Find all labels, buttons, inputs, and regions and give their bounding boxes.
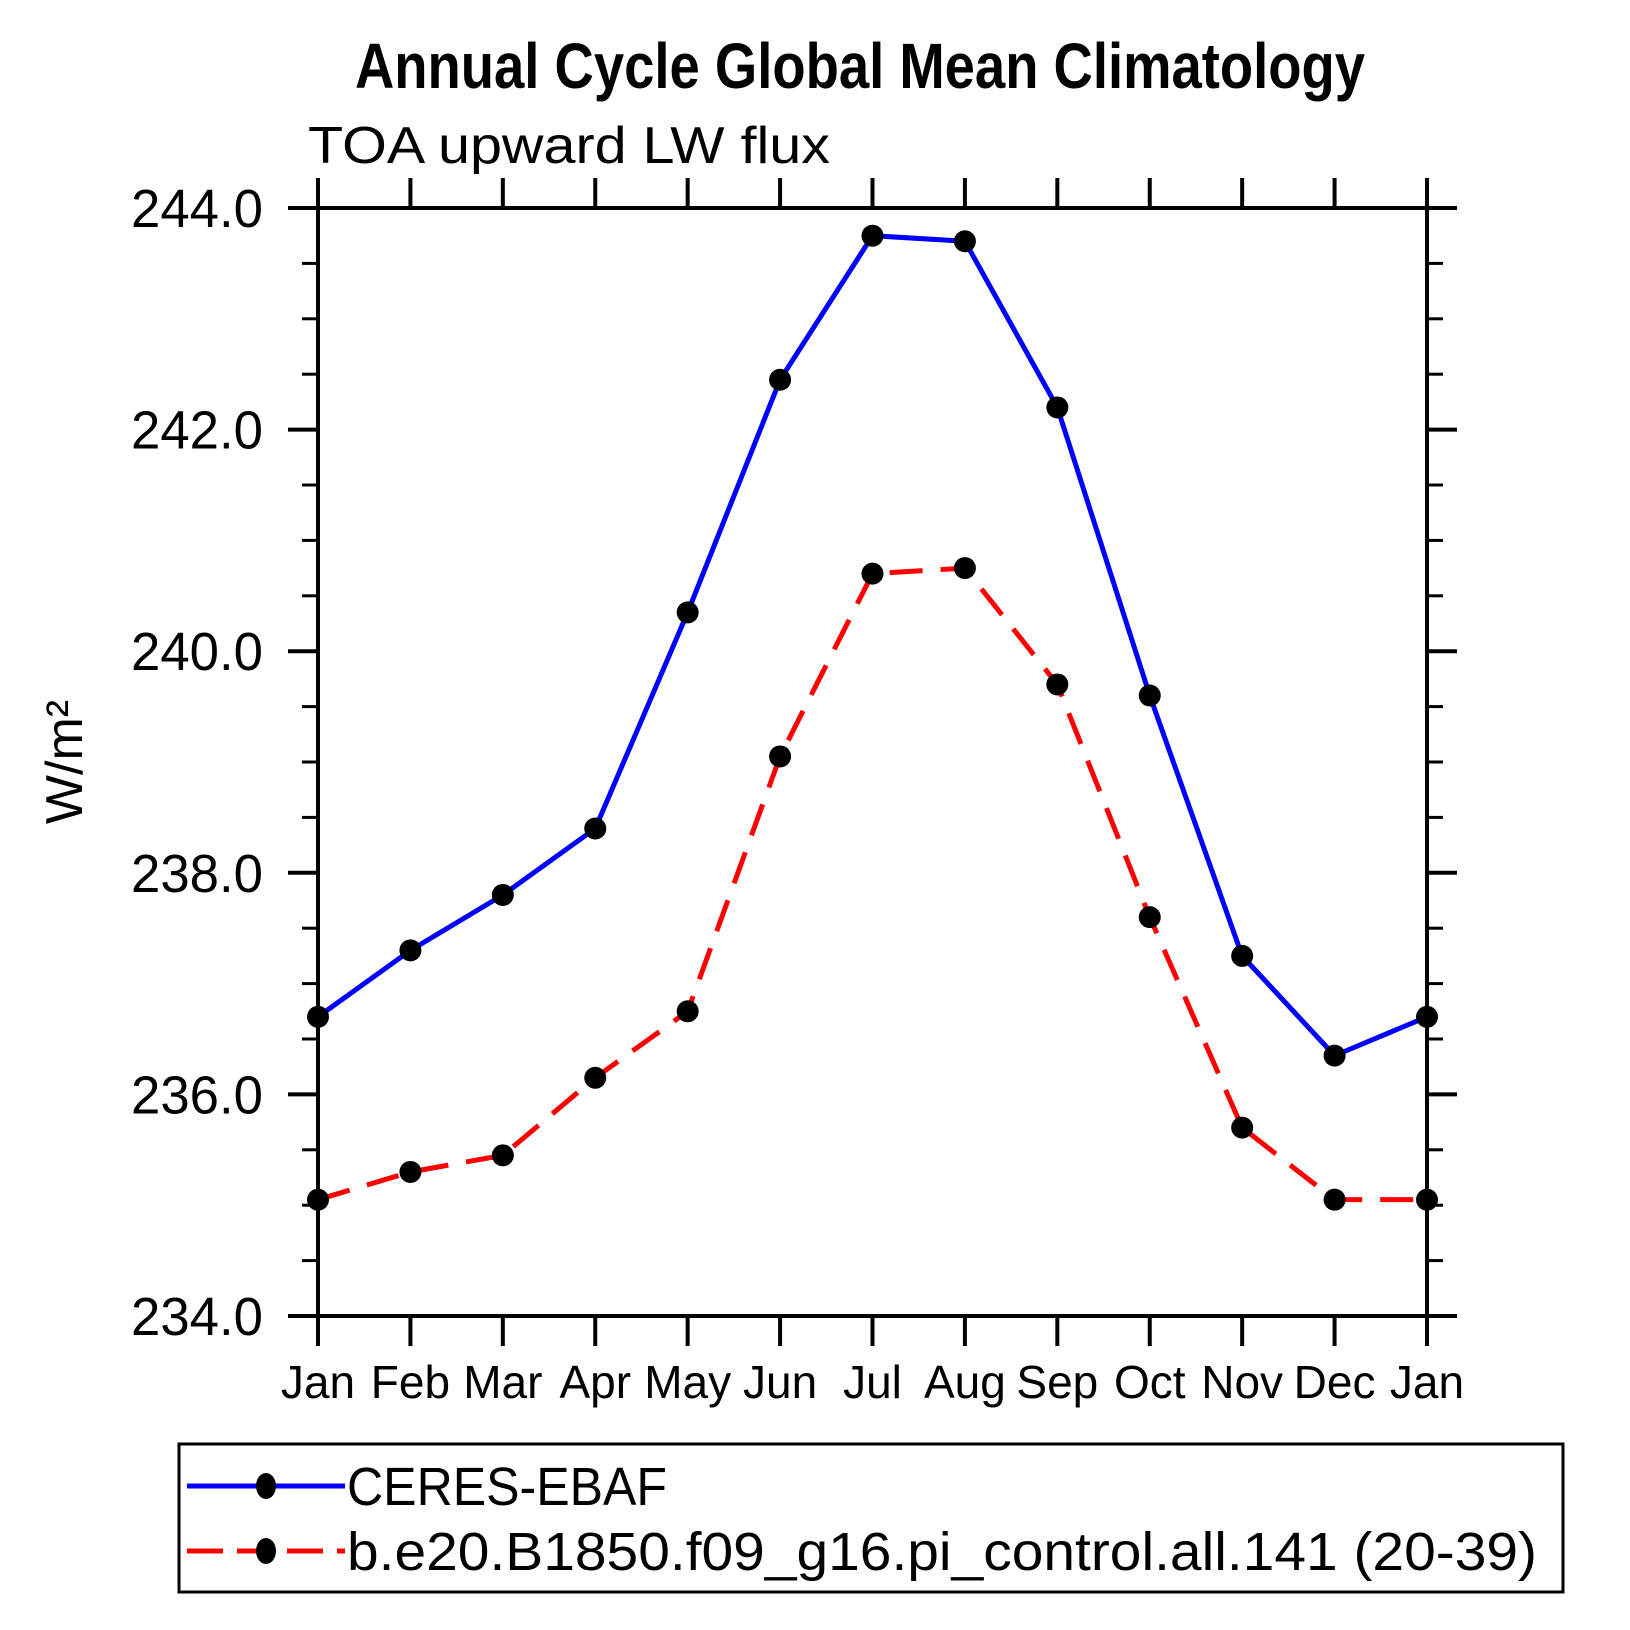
x-axis-tick-label: Oct xyxy=(1114,1356,1186,1408)
x-axis-tick-label: Dec xyxy=(1294,1356,1376,1408)
x-axis-tick-label: Nov xyxy=(1201,1356,1283,1408)
legend-box xyxy=(177,1442,1565,1594)
plot-frame xyxy=(316,206,1429,1318)
data-point-marker xyxy=(307,1188,329,1211)
data-point-marker xyxy=(1323,1188,1346,1211)
data-point-marker xyxy=(676,1000,699,1023)
data-point-marker xyxy=(491,1144,514,1167)
data-point-marker xyxy=(1323,1044,1346,1067)
legend-label-1: b.e20.B1850.f09_g16.pi_control.all.141 (… xyxy=(347,1522,1537,1582)
y-axis-tick-label: 236.0 xyxy=(131,1065,263,1125)
chart-title: Annual Cycle Global Mean Climatology xyxy=(355,30,1365,102)
y-axis-tick-label: 244.0 xyxy=(131,179,263,239)
data-point-marker xyxy=(1231,1116,1254,1139)
data-point-marker xyxy=(1046,673,1069,696)
data-point-marker xyxy=(399,939,422,962)
x-axis-tick-label: Apr xyxy=(559,1356,631,1408)
legend-label-0: CERES-EBAF xyxy=(347,1457,667,1517)
y-axis-tick-label: 238.0 xyxy=(131,844,263,904)
data-point-marker xyxy=(584,817,607,840)
data-point-marker xyxy=(769,745,792,768)
y-axis-tick-label: 240.0 xyxy=(131,622,263,682)
y-axis-tick-label: 234.0 xyxy=(131,1287,263,1347)
axes: Jan Feb Mar Apr May Jun Jul Aug Sep Oct Nov Dec Jan 2… xyxy=(131,178,1464,1408)
legend: CERES-EBAFb.e20.B1850.f09_g16.pi_control… xyxy=(177,1442,1565,1594)
data-point-marker xyxy=(953,557,976,580)
data-point-marker xyxy=(1138,906,1161,929)
data-point-marker xyxy=(1138,684,1161,707)
legend-entries: CERES-EBAFb.e20.B1850.f09_g16.pi_control… xyxy=(187,1457,1537,1582)
y-axis-tick-label: 242.0 xyxy=(131,401,263,461)
data-point-marker xyxy=(1416,1005,1438,1028)
x-axis-tick-label: Feb xyxy=(371,1356,450,1408)
data-point-marker xyxy=(1231,944,1254,967)
x-axis-tick-label: May xyxy=(644,1356,731,1408)
data-point-marker xyxy=(399,1160,422,1183)
data-point-marker xyxy=(584,1066,607,1089)
x-axis-tick-label: Mar xyxy=(463,1356,542,1408)
data-point-marker xyxy=(861,562,884,585)
data-point-marker xyxy=(1416,1188,1438,1211)
chart-subtitle: TOA upward LW flux xyxy=(308,117,830,175)
data-point-marker xyxy=(861,224,884,247)
x-axis-tick-label: Jun xyxy=(743,1356,817,1408)
legend-marker xyxy=(256,1538,276,1564)
data-point-marker xyxy=(1046,396,1069,419)
series-lines xyxy=(307,224,1438,1211)
legend-marker xyxy=(256,1473,276,1499)
series-line-0 xyxy=(316,233,1428,1059)
x-axis-tick-label: Sep xyxy=(1016,1356,1098,1408)
y-axis-label: W/m² xyxy=(36,700,94,824)
data-point-marker xyxy=(953,230,976,253)
x-axis-tick-label: Jan xyxy=(281,1356,355,1408)
data-point-marker xyxy=(491,883,514,906)
data-point-marker xyxy=(676,601,699,624)
x-axis-tick-label: Aug xyxy=(924,1356,1006,1408)
data-point-marker xyxy=(307,1005,329,1028)
series-line-1 xyxy=(317,565,1427,1203)
data-point-marker xyxy=(769,368,792,391)
x-axis-tick-label: Jul xyxy=(843,1356,902,1408)
x-axis-tick-label: Jan xyxy=(1390,1356,1464,1408)
